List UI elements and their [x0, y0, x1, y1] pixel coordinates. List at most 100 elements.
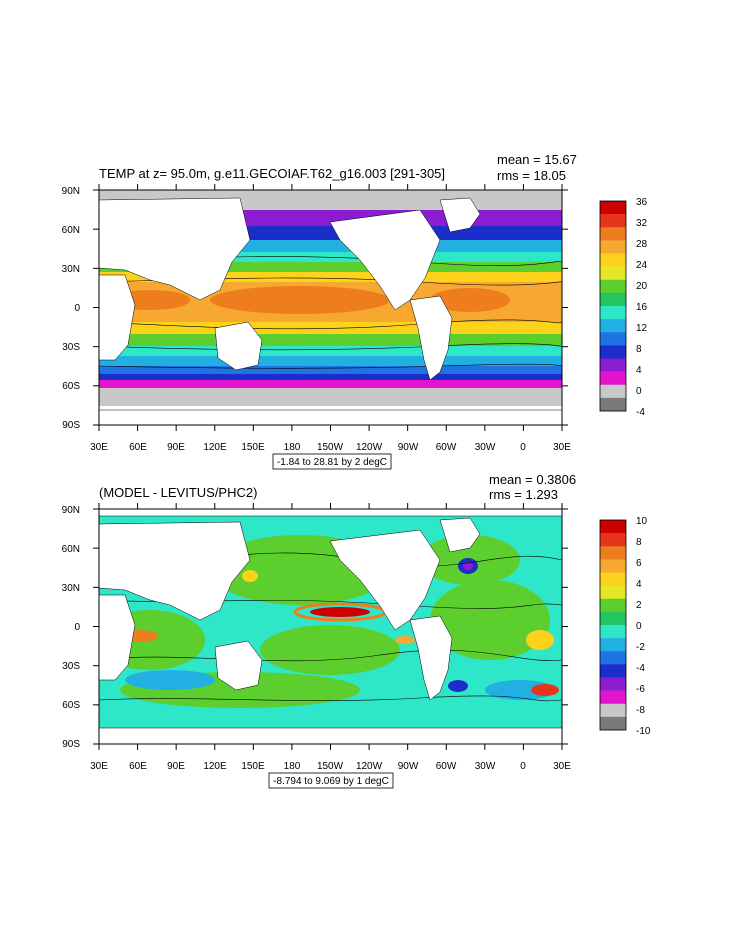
- x-tick-label: 60E: [129, 442, 147, 453]
- map-plot: [99, 509, 562, 744]
- x-tick-label: 150E: [241, 761, 265, 772]
- colorbar-swatch: [600, 690, 626, 705]
- x-tick-label: 150E: [241, 442, 265, 453]
- y-tick-label: 30S: [62, 661, 80, 672]
- map-plot: [99, 190, 562, 425]
- colorbar-label: 4: [636, 365, 642, 376]
- colorbar-swatch: [600, 358, 626, 372]
- colorbar-label: 0: [636, 386, 642, 397]
- colorbar: [599, 519, 627, 731]
- y-tick-label: 0: [74, 622, 80, 633]
- stat-mean: mean = 0.3806: [489, 472, 576, 487]
- colorbar-swatch: [600, 266, 626, 281]
- map-ticks: [93, 184, 568, 431]
- range-label-box: -8.794 to 9.069 by 1 degC: [268, 772, 394, 789]
- colorbar-label: 2: [636, 600, 642, 611]
- colorbar-label: 20: [636, 281, 648, 292]
- colorbar-label: -4: [636, 407, 645, 418]
- colorbar-swatch: [600, 585, 626, 600]
- colorbar-swatch: [600, 332, 626, 346]
- x-tick-label: 180: [284, 442, 301, 453]
- colorbar-swatch: [600, 227, 626, 241]
- panel-temperature: TEMP at z= 95.0m, g.e11.GECOIAF.T62_g16.…: [62, 152, 648, 470]
- colorbar-swatch: [600, 611, 626, 626]
- colorbar-swatch: [600, 292, 626, 307]
- colorbar-label: 0: [636, 621, 642, 632]
- colorbar-swatch: [600, 572, 626, 586]
- colorbar-label: 4: [636, 579, 642, 590]
- range-label: -8.794 to 9.069 by 1 degC: [273, 776, 389, 787]
- colorbar-swatch: [600, 559, 626, 573]
- colorbar-swatch: [600, 306, 626, 320]
- colorbar-swatch: [600, 533, 626, 547]
- y-tick-label: 60S: [62, 381, 80, 392]
- colorbar-swatch: [600, 598, 626, 613]
- x-tick-label: 180: [284, 761, 301, 772]
- colorbar-swatch: [600, 703, 626, 718]
- colorbar-frame: [599, 519, 627, 731]
- x-tick-labels: 30E 60E 90E 120E 150E 180 150W 120W 90W …: [90, 761, 571, 772]
- y-tick-label: 90S: [62, 739, 80, 750]
- colorbar-swatch: [600, 319, 626, 333]
- x-tick-label: 120W: [356, 442, 383, 453]
- colorbar-label: 24: [636, 260, 648, 271]
- x-tick-label: 90E: [167, 442, 185, 453]
- colorbar-swatch: [600, 546, 626, 560]
- y-tick-label: 60N: [62, 225, 80, 236]
- x-tick-labels: 30E 60E 90E 120E 150E 180 150W 120W 90W …: [90, 442, 571, 453]
- y-tick-label: 60N: [62, 544, 80, 555]
- colorbar-label: 16: [636, 302, 648, 313]
- colorbar-label: 32: [636, 218, 648, 229]
- colorbar-label: 8: [636, 344, 642, 355]
- colorbar-swatch: [600, 345, 626, 359]
- colorbar-label: -6: [636, 684, 645, 695]
- stat-rms: rms = 1.293: [489, 487, 558, 502]
- x-tick-label: 120W: [356, 761, 383, 772]
- colorbar-swatch: [600, 716, 626, 731]
- colorbar-label: 36: [636, 197, 648, 208]
- x-tick-label: 120E: [203, 442, 227, 453]
- colorbar-swatch: [600, 397, 626, 412]
- colorbar-label: 28: [636, 239, 648, 250]
- x-tick-label: 90E: [167, 761, 185, 772]
- map-ticks: [93, 503, 568, 750]
- colorbar-swatch: [600, 651, 626, 665]
- colorbar-labels: 36 32 28 24 20 16 12 8 4 0 -4: [636, 197, 648, 418]
- x-tick-label: 60W: [436, 761, 457, 772]
- colorbar-swatch: [600, 201, 626, 215]
- x-tick-label: 60E: [129, 761, 147, 772]
- colorbar-swatch: [600, 664, 626, 678]
- colorbar-swatch: [600, 625, 626, 639]
- x-tick-label: 150W: [317, 442, 344, 453]
- y-tick-label: 30N: [62, 264, 80, 275]
- x-tick-label: 0: [520, 442, 526, 453]
- panel-title: (MODEL - LEVITUS/PHC2): [99, 485, 257, 500]
- colorbar: [599, 200, 627, 412]
- colorbar-swatch: [600, 279, 626, 294]
- panel-title: TEMP at z= 95.0m, g.e11.GECOIAF.T62_g16.…: [99, 166, 445, 181]
- colorbar-swatch: [600, 638, 626, 652]
- colorbar-frame: [599, 200, 627, 412]
- y-tick-label: 90N: [62, 186, 80, 197]
- colorbar-swatch: [600, 371, 626, 386]
- y-tick-label: 30N: [62, 583, 80, 594]
- x-tick-label: 60W: [436, 442, 457, 453]
- colorbar-swatch: [600, 677, 626, 691]
- colorbar-label: 12: [636, 323, 648, 334]
- colorbar-label: 8: [636, 537, 642, 548]
- colorbar-swatch: [600, 253, 626, 267]
- x-tick-label: 30E: [90, 442, 108, 453]
- range-label: -1.84 to 28.81 by 2 degC: [277, 457, 387, 468]
- x-tick-label: 0: [520, 761, 526, 772]
- colorbar-label: -8: [636, 705, 645, 716]
- stat-rms: rms = 18.05: [497, 168, 566, 183]
- y-tick-label: 0: [74, 303, 80, 314]
- x-tick-label: 30E: [553, 761, 571, 772]
- stat-mean: mean = 15.67: [497, 152, 577, 167]
- x-tick-label: 30E: [90, 761, 108, 772]
- y-tick-label: 90S: [62, 420, 80, 431]
- y-tick-label: 90N: [62, 505, 80, 516]
- y-tick-labels: 90N 60N 30N 0 30S 60S 90S: [62, 186, 81, 431]
- x-tick-label: 90W: [398, 442, 419, 453]
